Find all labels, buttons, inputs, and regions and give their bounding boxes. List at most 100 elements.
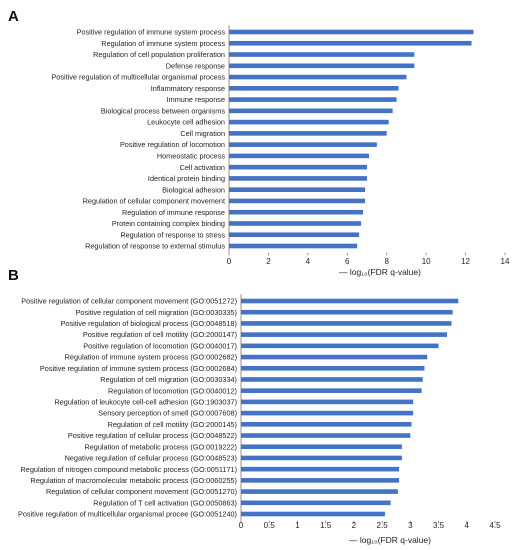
bar: [229, 142, 377, 147]
bar: [241, 343, 439, 349]
category-label: Positive regulation of immune system pro…: [40, 364, 237, 373]
bar: [241, 388, 422, 393]
panel-b-chart: Positive regulation of cellular componen…: [18, 294, 501, 545]
x-tick-label: 0: [239, 521, 244, 530]
category-label: Regulation of nitrogen compound metaboli…: [21, 465, 237, 474]
x-tick-label: 1.5: [320, 521, 332, 530]
category-label: Positive regulation of cell motility (GO…: [83, 330, 237, 339]
x-axis-title: — log₁₀(FDR q-value): [349, 535, 431, 545]
x-tick-label: 2: [266, 257, 271, 266]
category-label: Negative regulation of cellular process …: [65, 454, 237, 463]
category-label: Regulation of cell migration (GO:0030334…: [100, 375, 237, 384]
x-tick-label: 4: [465, 521, 470, 530]
category-label: Positive regulation of biological proces…: [61, 319, 237, 328]
category-label: Cell migration: [180, 129, 225, 138]
category-label: Homeostatic process: [157, 151, 225, 160]
x-tick-label: 4.5: [489, 521, 501, 530]
category-label: Inflammatory response: [151, 84, 225, 93]
category-label: Regulation of immune response: [122, 208, 225, 217]
bar: [229, 153, 369, 159]
bar: [229, 40, 472, 46]
x-tick-label: 12: [461, 257, 470, 266]
x-tick-label: 4: [306, 257, 311, 266]
category-label: Positive regulation of cell migration (G…: [76, 308, 237, 317]
bar: [229, 108, 393, 114]
category-label: Immune response: [167, 95, 225, 104]
x-tick-label: 6: [345, 257, 350, 266]
bar: [229, 232, 360, 238]
bar: [229, 74, 407, 80]
category-label: Regulation of leukocyte cell-cell adhesi…: [54, 397, 237, 406]
bar: [229, 131, 387, 136]
bar: [229, 187, 366, 192]
bar: [241, 332, 448, 337]
category-label: Regulation of metabolic process (GO:0019…: [84, 442, 237, 451]
x-tick-label: 1: [295, 521, 300, 530]
bar: [241, 377, 423, 382]
category-label: Regulation of response to stress: [120, 230, 225, 239]
x-tick-label: 14: [501, 257, 510, 266]
category-label: Protein containing complex binding: [112, 219, 225, 228]
bar: [229, 243, 358, 249]
category-label: Regulation of response to external stimu…: [85, 242, 225, 251]
bar: [229, 164, 367, 170]
bar: [229, 52, 415, 57]
x-axis-title: — log₁₀(FDR q-value): [339, 267, 421, 277]
bar: [241, 422, 412, 427]
x-tick-label: 3: [408, 521, 413, 530]
bar: [241, 511, 385, 517]
bar: [229, 29, 474, 35]
x-tick-label: 2.5: [377, 521, 389, 530]
category-label: Positive regulation of multicellular org…: [51, 73, 225, 82]
bar: [241, 365, 425, 371]
category-label: Cell activation: [180, 163, 225, 172]
category-label: Positive regulation of cellular componen…: [21, 297, 237, 306]
bar: [241, 466, 400, 472]
bar: [229, 221, 362, 226]
bar: [241, 500, 391, 506]
bar: [241, 298, 459, 304]
bar: [241, 309, 453, 315]
x-tick-label: 8: [384, 257, 389, 266]
bar: [241, 478, 400, 483]
category-label: Regulation of macromolecular metabolic p…: [31, 476, 237, 485]
category-label: Regulation of locomotion (GO:0040012): [108, 386, 237, 395]
bar: [241, 354, 428, 360]
bar: [229, 198, 366, 204]
x-tick-label: 2: [352, 521, 357, 530]
category-label: Regulation of cell population proliferat…: [93, 50, 225, 59]
panel-b-label: B: [8, 267, 19, 284]
x-tick-label: 0: [227, 257, 232, 266]
bar: [241, 455, 402, 461]
category-label: Sensory perception of smell (GO:0007608): [98, 409, 237, 418]
category-label: Regulation of cellular component movemen…: [46, 487, 237, 496]
category-label: Regulation of T cell activation (GO:0050…: [93, 498, 237, 507]
category-label: Regulation of cellular component movemen…: [83, 197, 225, 206]
bar: [229, 97, 397, 102]
bar: [229, 209, 364, 215]
category-label: Positive regulation of locomotion (GO:00…: [83, 341, 237, 350]
category-label: Biological process between organisms: [101, 106, 225, 115]
bar: [229, 63, 415, 69]
x-tick-label: 10: [422, 257, 431, 266]
category-label: Positive regulation of immune system pro…: [77, 28, 226, 37]
bar: [229, 176, 367, 181]
category-label: Identical protein binding: [148, 174, 225, 183]
bar: [241, 444, 402, 450]
bar: [241, 399, 414, 405]
category-label: Positive regulation of locomotion: [120, 140, 225, 149]
category-label: Positive regulation of cellular process …: [68, 431, 237, 440]
category-label: Regulation of immune system process (GO:…: [65, 353, 237, 362]
category-label: Biological adhesion: [162, 185, 225, 194]
x-tick-label: 3.5: [433, 521, 445, 530]
bar: [241, 321, 452, 326]
panel-a-label: A: [8, 8, 19, 25]
bar: [241, 489, 398, 494]
category-label: Regulation of cell motility (GO:2000145): [108, 420, 237, 429]
category-label: Defense response: [166, 61, 225, 70]
bar: [241, 433, 411, 438]
x-tick-label: 0.5: [264, 521, 276, 530]
bar: [241, 410, 414, 416]
panel-a-chart: Positive regulation of immune system pro…: [51, 25, 510, 277]
